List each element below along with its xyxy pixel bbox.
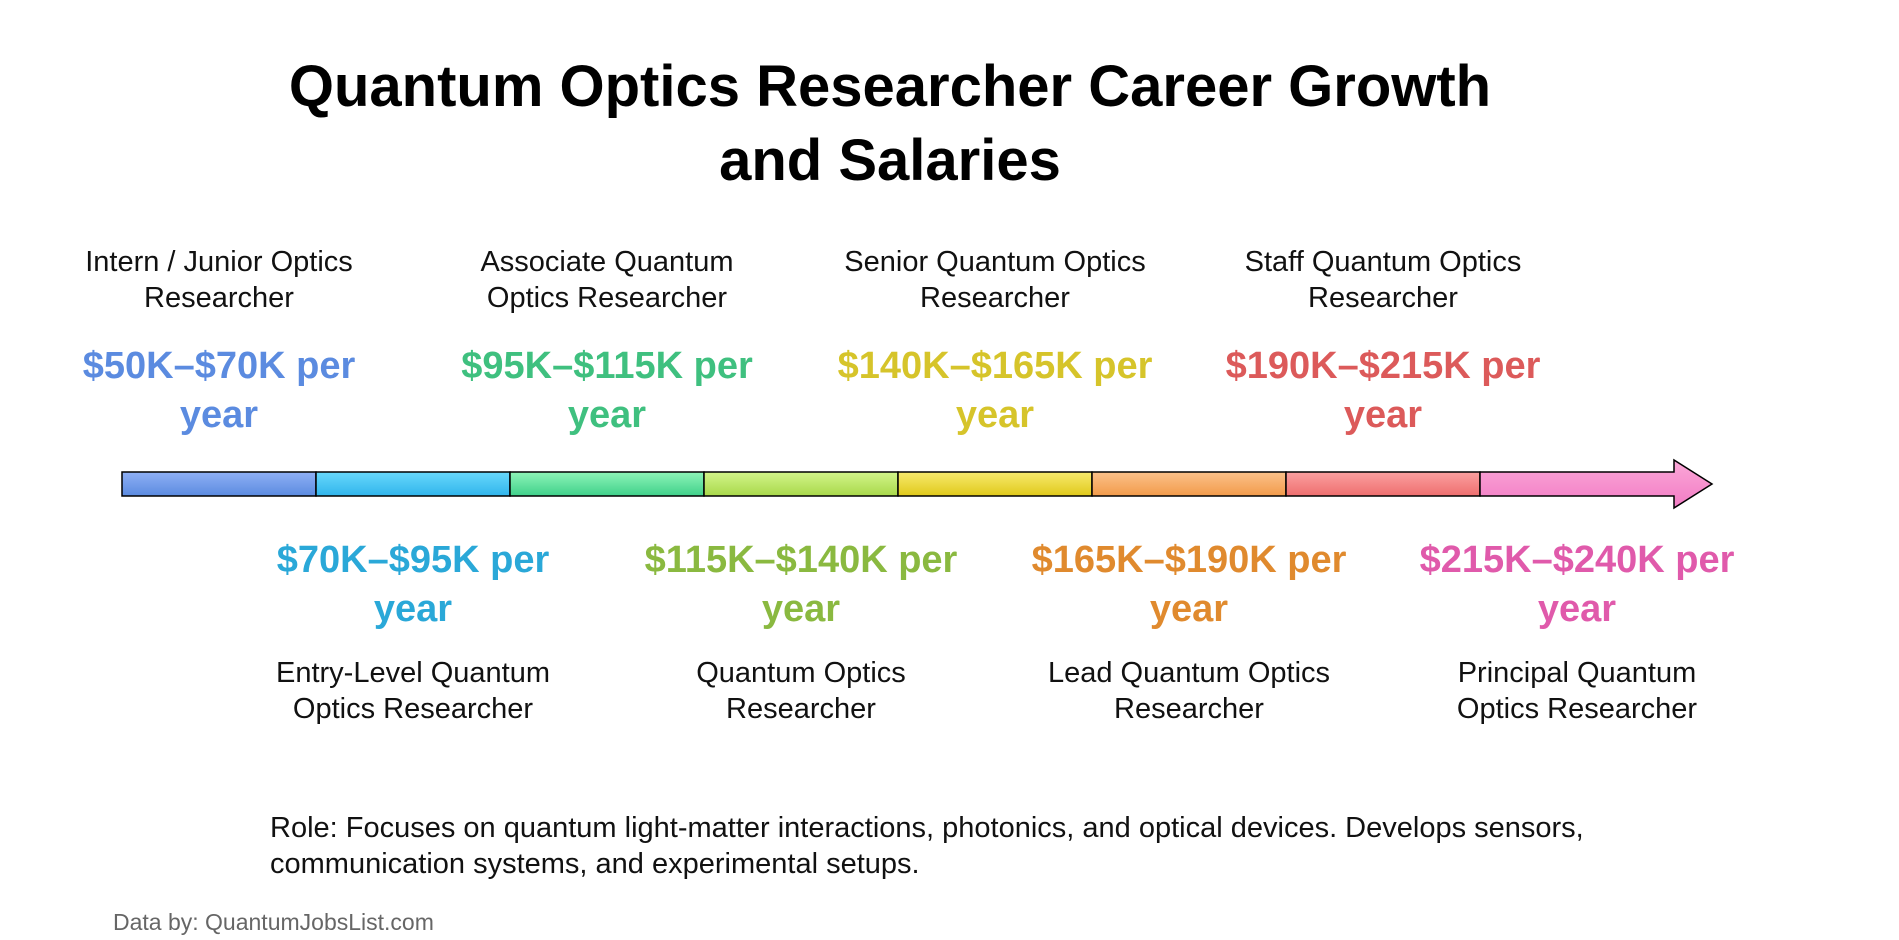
salary-range: $215K–$240K per year — [1419, 539, 1735, 630]
timeline-segment — [1091, 471, 1287, 497]
timeline-segment — [1285, 471, 1481, 497]
career-level-title: Senior Quantum Optics Researcher — [844, 246, 1146, 314]
salary-range: $165K–$190K per year — [1031, 539, 1347, 630]
career-level-title: Entry-Level Quantum Optics Researcher — [275, 657, 550, 725]
career-level-title: Principal Quantum Optics Researcher — [1456, 657, 1698, 725]
career-level-title: Staff Quantum Optics Researcher — [1244, 246, 1522, 314]
timeline-segment — [121, 471, 317, 497]
timeline-segment — [897, 471, 1093, 497]
career-level-title: Intern / Junior Optics Researcher — [85, 246, 353, 314]
page-title: Quantum Optics Researcher Career Growth … — [288, 54, 1492, 193]
salary-range: $140K–$165K per year — [837, 345, 1153, 436]
career-level-title: Lead Quantum Optics Researcher — [1047, 657, 1331, 725]
salary-range: $50K–$70K per year — [82, 345, 356, 436]
role-description: Role: Focuses on quantum light-matter in… — [270, 812, 1584, 880]
timeline-segment — [315, 471, 511, 497]
salary-range: $95K–$115K per year — [461, 345, 753, 436]
timeline-segment — [509, 471, 705, 497]
timeline-segment — [703, 471, 899, 497]
timeline-arrow-head-segment — [1479, 458, 1714, 510]
salary-range: $115K–$140K per year — [644, 539, 958, 630]
salary-range: $190K–$215K per year — [1225, 345, 1541, 436]
salary-range: $70K–$95K per year — [276, 539, 550, 630]
career-level-title: Quantum Optics Researcher — [696, 657, 906, 725]
data-source-credit: Data by: QuantumJobsList.com — [113, 909, 434, 935]
career-level-title: Associate Quantum Optics Researcher — [480, 246, 734, 314]
